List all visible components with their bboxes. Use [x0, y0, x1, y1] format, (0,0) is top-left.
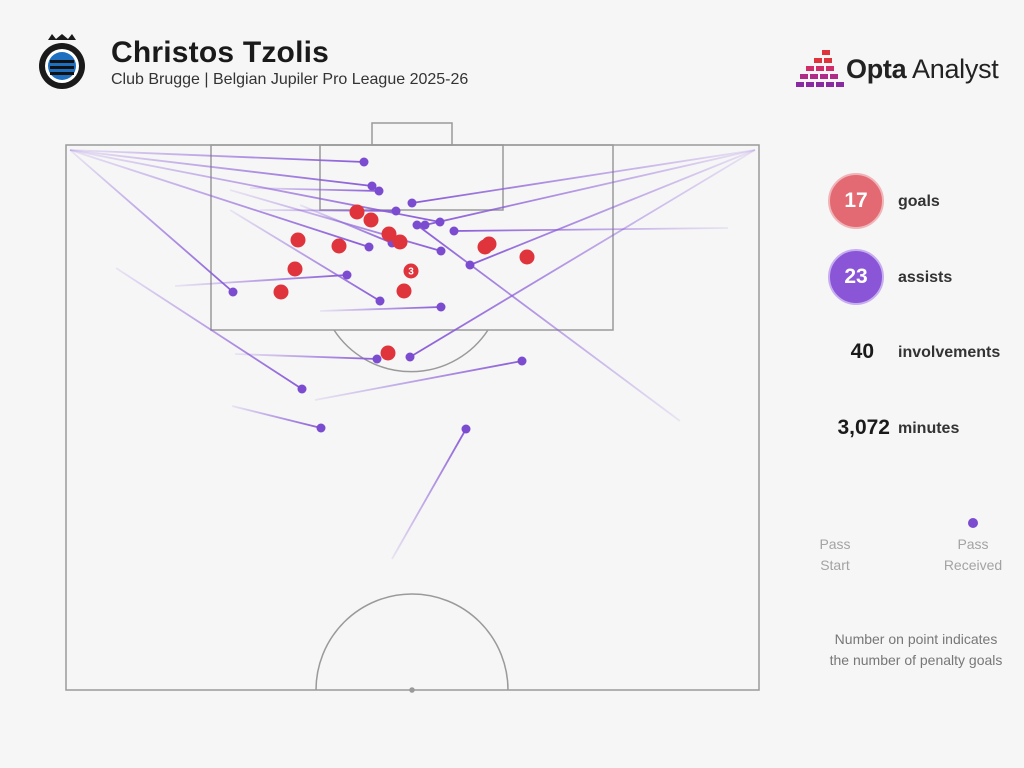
assist-pass-line [416, 224, 681, 422]
page-subtitle: Club Brugge | Belgian Jupiler Pro League… [111, 71, 469, 88]
goals-badge: 17 [828, 173, 884, 229]
pass-legend-line [836, 518, 978, 528]
pitch-markings [65, 122, 760, 693]
goals-label: goals [898, 193, 940, 210]
minutes-label: minutes [898, 420, 960, 437]
assist-pass-line [391, 428, 467, 560]
goal-point [273, 284, 289, 300]
assist-received-point [449, 226, 459, 236]
assist-received-point [359, 157, 369, 167]
pitch-chart: 3 [65, 122, 760, 693]
assist-received-point [436, 246, 446, 256]
assist-received-point [375, 296, 385, 306]
legend-pass-received: Pass Received [934, 534, 1012, 576]
pitch-outline [65, 144, 760, 691]
penalty-note: Number on point indicates the number of … [806, 629, 1024, 671]
assist-received-point [461, 424, 471, 434]
penalty-arc [333, 329, 489, 373]
assist-pass-line [319, 306, 442, 312]
goal-point [392, 234, 408, 250]
assist-received-point [342, 270, 352, 280]
club-crest-logo [39, 34, 85, 89]
legend-end-line1: Pass [957, 536, 989, 552]
legend-end-line2: Received [943, 557, 1003, 573]
assists-label: assists [898, 269, 953, 286]
assist-pass-line [229, 209, 381, 302]
minutes-value: 3,072 [837, 416, 890, 439]
assist-pass-line [69, 149, 373, 187]
assist-received-point [316, 423, 326, 433]
legend-start-line1: Pass [819, 536, 851, 552]
centre-spot [409, 687, 415, 693]
assist-pass-line [174, 274, 348, 287]
assist-received-point [405, 352, 415, 362]
goal-point [396, 283, 412, 299]
assist-pass-line [231, 405, 322, 429]
penalty-goals-label: 3 [408, 267, 414, 278]
legend-start-line2: Start [820, 557, 850, 573]
assist-pass-line [411, 149, 756, 204]
brand-opta: Opta [846, 54, 907, 84]
goal-point [349, 204, 365, 220]
goal-point [380, 345, 396, 361]
assist-received-point [228, 287, 238, 297]
goal-point [477, 239, 493, 255]
assist-received-point [364, 242, 374, 252]
involvements-label: involvements [898, 344, 1001, 361]
assist-pass-line [115, 267, 303, 390]
assist-pass-line [453, 227, 729, 232]
assist-pass-line [234, 353, 378, 360]
assist-received-point [412, 220, 422, 230]
assist-pass-line [314, 360, 523, 401]
page-title: Christos Tzolis [111, 36, 330, 69]
assist-received-point [517, 356, 527, 366]
assist-pass-line [69, 149, 370, 248]
assist-pass-line [69, 149, 234, 293]
penalty-note-line1: Number on point indicates [834, 631, 998, 647]
assist-received-point [391, 206, 401, 216]
assist-pass-line [249, 187, 380, 192]
penalty-note-line2: the number of penalty goals [829, 652, 1003, 668]
assist-pass-line [424, 149, 756, 226]
assist-pass-line [259, 209, 397, 212]
goal-point [519, 249, 535, 265]
centre-circle [315, 593, 509, 691]
goal-point [403, 263, 419, 279]
goal [371, 122, 453, 146]
goal-point [381, 226, 397, 242]
assist-received-point [372, 354, 382, 364]
legend-pass-start: Pass Start [806, 534, 864, 576]
assist-received-point [420, 220, 430, 230]
assist-received-point [435, 217, 445, 227]
goal-point [287, 261, 303, 277]
assist-received-point [436, 302, 446, 312]
assist-pass-line [469, 149, 756, 266]
assist-received-point [297, 384, 307, 394]
involvements-value: 40 [850, 340, 874, 363]
assist-pass-line [409, 149, 756, 358]
assist-received-point [374, 186, 384, 196]
penalty-area [210, 144, 614, 331]
goal-dots: 3 [273, 204, 535, 361]
brand-wordmark: Opta Analyst [846, 54, 999, 85]
assist-received-point [367, 181, 377, 191]
assist-pass-line [299, 204, 393, 244]
assist-received-point [407, 198, 417, 208]
goal-point [331, 238, 347, 254]
assist-dots [228, 157, 527, 434]
brand-analyst: Analyst [912, 54, 999, 84]
assist-pass-line [69, 149, 365, 163]
assist-received-point [465, 260, 475, 270]
goal-point [290, 232, 306, 248]
assists-badge: 23 [828, 249, 884, 305]
opta-analyst-logo [796, 50, 844, 87]
goal-point [363, 212, 379, 228]
